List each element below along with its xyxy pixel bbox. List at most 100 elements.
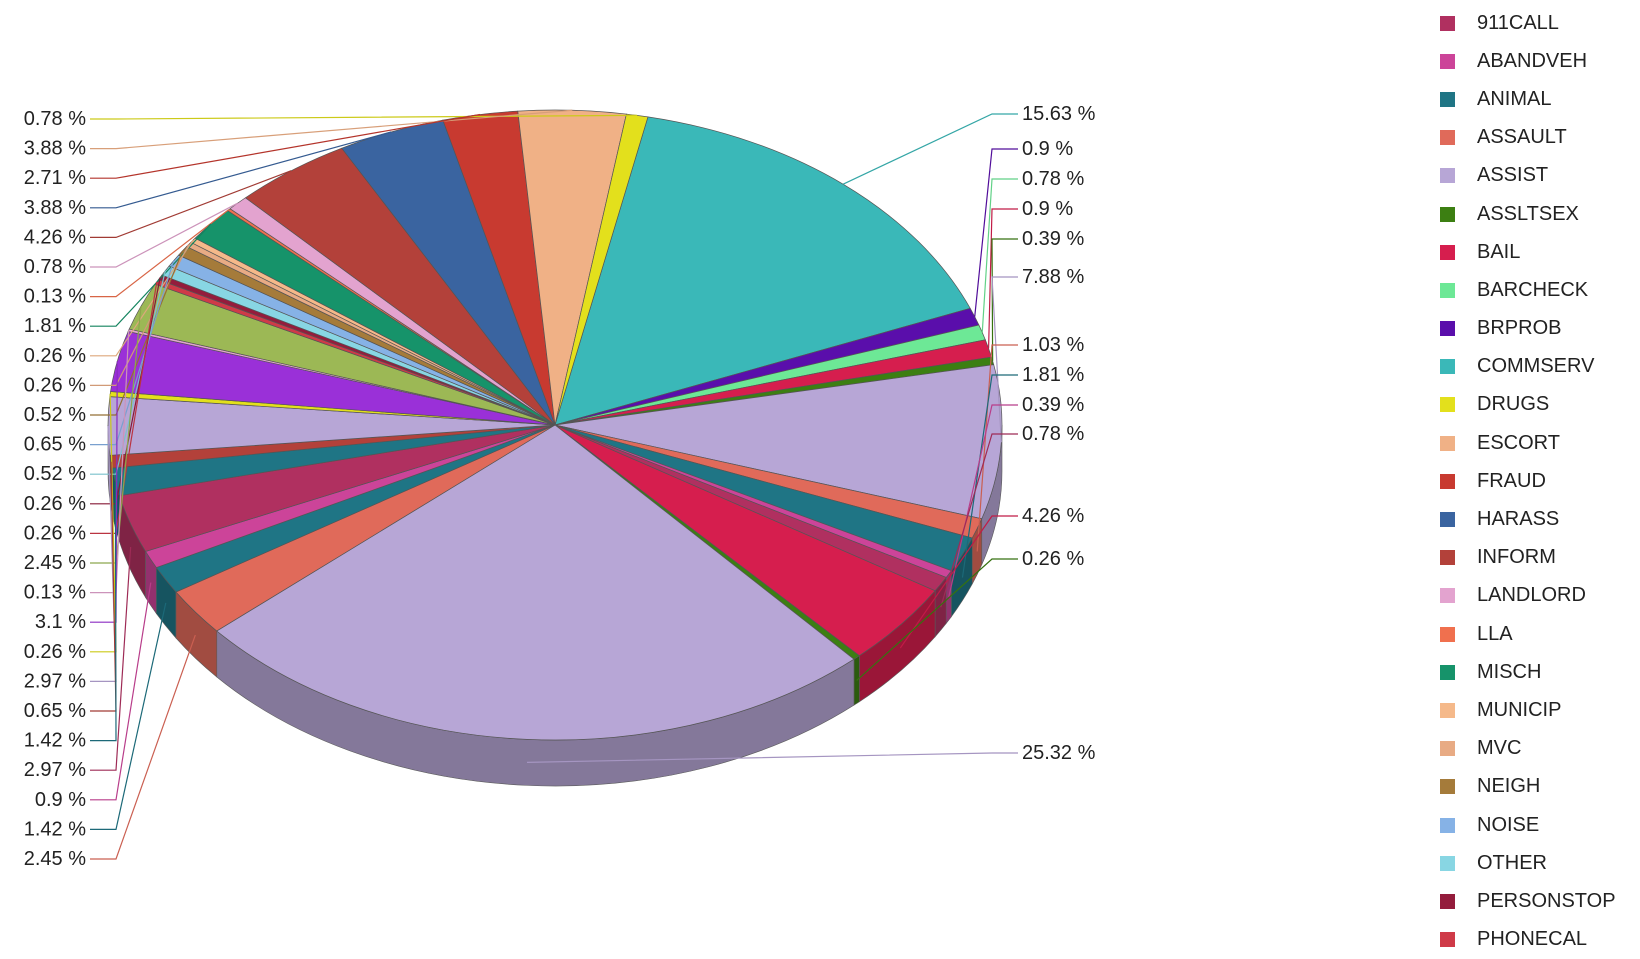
leader-line bbox=[90, 546, 132, 771]
legend-label: PERSONSTOP bbox=[1477, 889, 1616, 912]
legend-label: NEIGH bbox=[1477, 775, 1541, 798]
legend-swatch bbox=[1440, 664, 1455, 680]
leader-line bbox=[90, 250, 184, 416]
legend-label: DRUGS bbox=[1477, 393, 1550, 416]
legend-label: FRAUD bbox=[1477, 469, 1546, 492]
legend-swatch bbox=[1440, 626, 1455, 642]
legend-item: LANDLORD bbox=[1426, 577, 1640, 615]
legend-swatch bbox=[1440, 321, 1455, 337]
percentage-label: 2.45 % bbox=[24, 848, 86, 870]
legend-item: NOISE bbox=[1426, 806, 1640, 844]
legend-item: PHONECAL bbox=[1426, 921, 1640, 959]
legend-label: LANDLORD bbox=[1477, 584, 1586, 607]
leader-line bbox=[961, 374, 1018, 578]
leader-line bbox=[856, 558, 1018, 681]
legend-label: PHONECAL bbox=[1477, 928, 1588, 951]
legend-swatch bbox=[1440, 435, 1455, 451]
legend-swatch bbox=[1440, 893, 1455, 909]
percentage-label: 0.13 % bbox=[24, 582, 86, 604]
legend-swatch bbox=[1440, 550, 1455, 566]
percentage-label: 0.26 % bbox=[24, 345, 86, 367]
legend-swatch bbox=[1440, 359, 1455, 375]
legend-label: ASSIST bbox=[1477, 164, 1549, 187]
percentage-label: 0.9 % bbox=[1022, 198, 1073, 220]
legend-label: NOISE bbox=[1477, 813, 1540, 836]
pie-slice bbox=[554, 116, 971, 426]
legend-label: 911CALL bbox=[1477, 11, 1559, 34]
legend-item: ANIMAL bbox=[1426, 80, 1640, 118]
legend-item: ASSLTSEX bbox=[1426, 195, 1640, 233]
percentage-label: 4.26 % bbox=[24, 226, 86, 248]
legend-label: ASSLTSEX bbox=[1477, 202, 1579, 225]
leader-line bbox=[90, 114, 638, 120]
leader-line bbox=[526, 752, 1018, 763]
pie-slice-side bbox=[853, 655, 860, 706]
leader-line bbox=[991, 238, 1018, 361]
percentage-label: 3.1 % bbox=[35, 611, 86, 633]
legend-item: INFORM bbox=[1426, 539, 1640, 577]
legend-label: ABANDVEH bbox=[1477, 49, 1588, 72]
legend-item: LLA bbox=[1426, 615, 1640, 653]
legend-item: PERSONSTOP bbox=[1426, 882, 1640, 920]
percentage-label: 0.9 % bbox=[35, 789, 86, 811]
leader-line bbox=[90, 209, 230, 298]
label-leader-lines bbox=[90, 109, 1018, 860]
pie-slice bbox=[216, 424, 855, 741]
leader-line bbox=[90, 131, 392, 209]
percentage-label: 2.45 % bbox=[24, 552, 86, 574]
percentage-labels: 15.63 % 0.9 % 0.78 % 0.9 % 0.39 % 7.88 % 1.03 … bbox=[24, 103, 1096, 870]
leader-line bbox=[899, 515, 1018, 649]
percentage-label: 2.71 % bbox=[24, 167, 86, 189]
leader-line bbox=[940, 433, 1018, 608]
legend-label: INFORM bbox=[1477, 546, 1556, 569]
percentage-label: 0.26 % bbox=[24, 493, 86, 515]
leader-line bbox=[90, 481, 117, 742]
legend-swatch bbox=[1440, 855, 1455, 871]
legend-item: MUNICIP bbox=[1426, 691, 1640, 729]
legend-swatch bbox=[1440, 817, 1455, 833]
legend-swatch bbox=[1440, 244, 1455, 260]
legend-item: MVC bbox=[1426, 730, 1640, 768]
legend-swatch bbox=[1440, 779, 1455, 795]
leader-line bbox=[981, 178, 1018, 333]
legend-item: NEIGH bbox=[1426, 768, 1640, 806]
chart-legend: 911CALL ABANDVEH ANIMAL ASSAULT ASSIST ASSLTS… bbox=[1426, 4, 1640, 959]
percentage-label: 1.42 % bbox=[24, 730, 86, 752]
legend-swatch bbox=[1440, 130, 1455, 146]
legend-label: MVC bbox=[1477, 737, 1522, 760]
leader-line bbox=[90, 461, 117, 712]
percentage-label: 25.32 % bbox=[1022, 742, 1096, 764]
legend-item: DRUGS bbox=[1426, 386, 1640, 424]
legend-item: 911CALL bbox=[1426, 4, 1640, 42]
percentage-label: 0.65 % bbox=[24, 434, 86, 456]
leader-line bbox=[90, 170, 292, 238]
leader-line bbox=[987, 208, 1018, 349]
legend-item: HARASS bbox=[1426, 500, 1640, 538]
legend-swatch bbox=[1440, 15, 1455, 31]
legend-item: BRPROB bbox=[1426, 310, 1640, 348]
legend-item: ABANDVEH bbox=[1426, 42, 1640, 80]
leader-line bbox=[90, 202, 238, 268]
legend-swatch bbox=[1440, 512, 1455, 528]
legend-swatch bbox=[1440, 741, 1455, 757]
legend-swatch bbox=[1440, 282, 1455, 298]
percentage-label: 0.78 % bbox=[24, 256, 86, 278]
leader-line bbox=[90, 634, 196, 860]
percentage-label: 0.26 % bbox=[1022, 548, 1084, 570]
leader-line bbox=[90, 260, 175, 446]
legend-label: LLA bbox=[1477, 622, 1513, 645]
percentage-label: 1.42 % bbox=[24, 818, 86, 840]
percentage-label: 0.26 % bbox=[24, 374, 86, 396]
legend-label: BRPROB bbox=[1477, 317, 1562, 340]
legend-swatch bbox=[1440, 588, 1455, 604]
percentage-label: 1.03 % bbox=[1022, 334, 1084, 356]
percentage-label: 0.65 % bbox=[24, 700, 86, 722]
legend-item: BAIL bbox=[1426, 233, 1640, 271]
legend-swatch bbox=[1440, 53, 1455, 69]
legend-item: ESCORT bbox=[1426, 424, 1640, 462]
legend-item: FRAUD bbox=[1426, 462, 1640, 500]
legend-swatch bbox=[1440, 91, 1455, 107]
percentage-label: 0.26 % bbox=[24, 641, 86, 663]
leader-line bbox=[90, 113, 481, 179]
pie-chart: 15.63 % 0.9 % 0.78 % 0.9 % 0.39 % 7.88 % 1.03 … bbox=[24, 103, 1096, 870]
